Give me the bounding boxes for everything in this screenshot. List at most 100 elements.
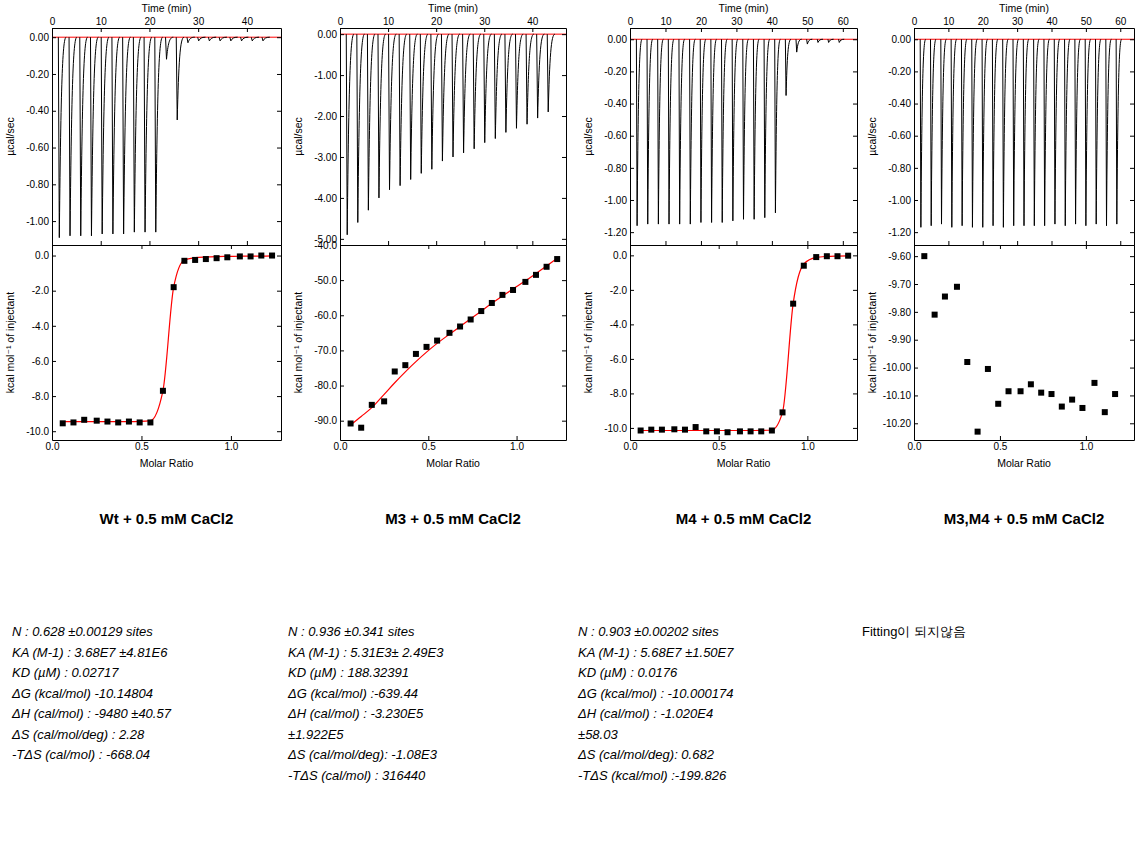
axis-right xyxy=(853,246,858,441)
tick-mark xyxy=(340,280,344,281)
plot-area xyxy=(638,253,851,436)
tick-label: -0.20 xyxy=(26,69,49,80)
axis-bottom xyxy=(53,241,282,246)
axis-left: 0.0-2.0-4.0-6.0-8.0-10.0 xyxy=(604,246,634,441)
tick-label: 1.0 xyxy=(1079,441,1093,452)
tick-mark xyxy=(562,280,566,281)
tick: -1.00 xyxy=(314,70,344,81)
x-axis-title: Time (min) xyxy=(142,2,192,14)
tick-label: -50.0 xyxy=(314,275,337,286)
tick-mark xyxy=(914,368,918,369)
tick-label: -1.00 xyxy=(314,70,337,81)
tick xyxy=(141,245,142,249)
tick-label: -3.00 xyxy=(314,152,337,163)
tick-label: -10.0 xyxy=(604,423,627,434)
tick-mark xyxy=(914,423,918,424)
axis-top xyxy=(341,245,567,249)
data-point xyxy=(1091,380,1097,386)
tick-mark xyxy=(853,39,857,40)
x-axis-title: Time (min) xyxy=(719,2,769,14)
tick-mark xyxy=(247,28,248,32)
tick-mark xyxy=(914,340,918,341)
tick: 20 xyxy=(978,16,990,32)
injection-peak xyxy=(144,37,152,232)
tick-mark xyxy=(772,241,773,245)
tick: -80.0 xyxy=(314,380,344,391)
tick-mark xyxy=(853,71,857,72)
tick xyxy=(853,71,857,72)
injection-peak xyxy=(920,39,926,227)
tick: 1.0 xyxy=(801,436,815,452)
tick xyxy=(1130,256,1134,257)
tick xyxy=(1130,423,1134,424)
injection-peak xyxy=(817,39,823,42)
tick-label: -0.80 xyxy=(888,163,911,174)
tick: -10.00 xyxy=(883,362,918,373)
tick-label: -4.0 xyxy=(610,319,628,330)
tick-mark xyxy=(630,104,634,105)
data-point xyxy=(81,417,87,423)
tick-mark xyxy=(1130,256,1134,257)
axis-line xyxy=(631,28,858,29)
tick-label: -0.60 xyxy=(888,130,911,141)
tick xyxy=(532,241,533,245)
fit-result: KA (M-1) : 3.68E7 ±4.81E6 xyxy=(12,645,168,660)
tick xyxy=(562,350,566,351)
tick-mark xyxy=(807,436,808,440)
injection-peak xyxy=(69,37,77,236)
fit-result: ±1.922E5 xyxy=(288,727,344,742)
tick-label: 0.0 xyxy=(46,441,60,452)
fit-result: ΔH (cal/mol) : -9480 ±40.57 xyxy=(11,706,172,721)
data-point xyxy=(1028,381,1034,387)
axis-line xyxy=(915,440,1135,441)
tick-label: 40 xyxy=(242,16,254,27)
tick-mark xyxy=(914,312,918,313)
tick-label: 10 xyxy=(383,16,395,27)
tick: 50 xyxy=(802,16,814,32)
tick xyxy=(1130,168,1134,169)
injection-peak xyxy=(241,37,249,41)
injection-peak xyxy=(230,37,238,41)
injection-peak xyxy=(516,34,524,128)
tick-label: -6.0 xyxy=(32,356,50,367)
tick-mark xyxy=(1086,28,1087,32)
tick-mark xyxy=(853,255,857,256)
tick xyxy=(1130,284,1134,285)
tick-label: 50 xyxy=(1081,16,1093,27)
tick xyxy=(277,396,281,397)
tick: 0.00 xyxy=(608,34,634,45)
tick-label: 1.0 xyxy=(801,441,815,452)
panel-caption: M4 + 0.5 mM CaCl2 xyxy=(676,510,811,527)
data-point xyxy=(137,419,143,425)
fit-result: ΔH (cal/mol) : -3.230E5 xyxy=(287,706,424,721)
tick-label: 0.00 xyxy=(30,32,50,43)
data-point xyxy=(510,287,516,293)
tick-label: 40 xyxy=(1046,16,1058,27)
data-point xyxy=(671,426,677,432)
tick-mark xyxy=(277,291,281,292)
tick xyxy=(484,241,485,245)
tick-mark xyxy=(1120,241,1121,245)
axis-line xyxy=(341,440,567,441)
data-point xyxy=(126,419,132,425)
fit-result: ΔG (kcal/mol) :-639.44 xyxy=(287,686,418,701)
data-point xyxy=(1049,391,1055,397)
tick-mark xyxy=(52,148,56,149)
tick xyxy=(277,111,281,112)
tick-mark xyxy=(1120,28,1121,32)
tick-mark xyxy=(277,431,281,432)
tick-mark xyxy=(914,232,918,233)
fit-result: ΔS (cal/mol/deg): -1.08E3 xyxy=(287,747,438,762)
data-point xyxy=(478,308,484,314)
tick-mark xyxy=(630,428,634,429)
y-axis-title: kcal mol⁻¹ of injectant xyxy=(582,292,594,393)
tick xyxy=(1130,39,1134,40)
axis-top: 0102030405060 xyxy=(912,16,1135,32)
x-axis-title: Molar Ratio xyxy=(717,457,771,469)
tick-label: -2.00 xyxy=(314,111,337,122)
tick-mark xyxy=(562,198,566,199)
x-axis-title: Molar Ratio xyxy=(140,457,194,469)
tick-mark xyxy=(562,350,566,351)
axis-line xyxy=(915,28,1135,29)
tick: 1.0 xyxy=(510,436,524,452)
